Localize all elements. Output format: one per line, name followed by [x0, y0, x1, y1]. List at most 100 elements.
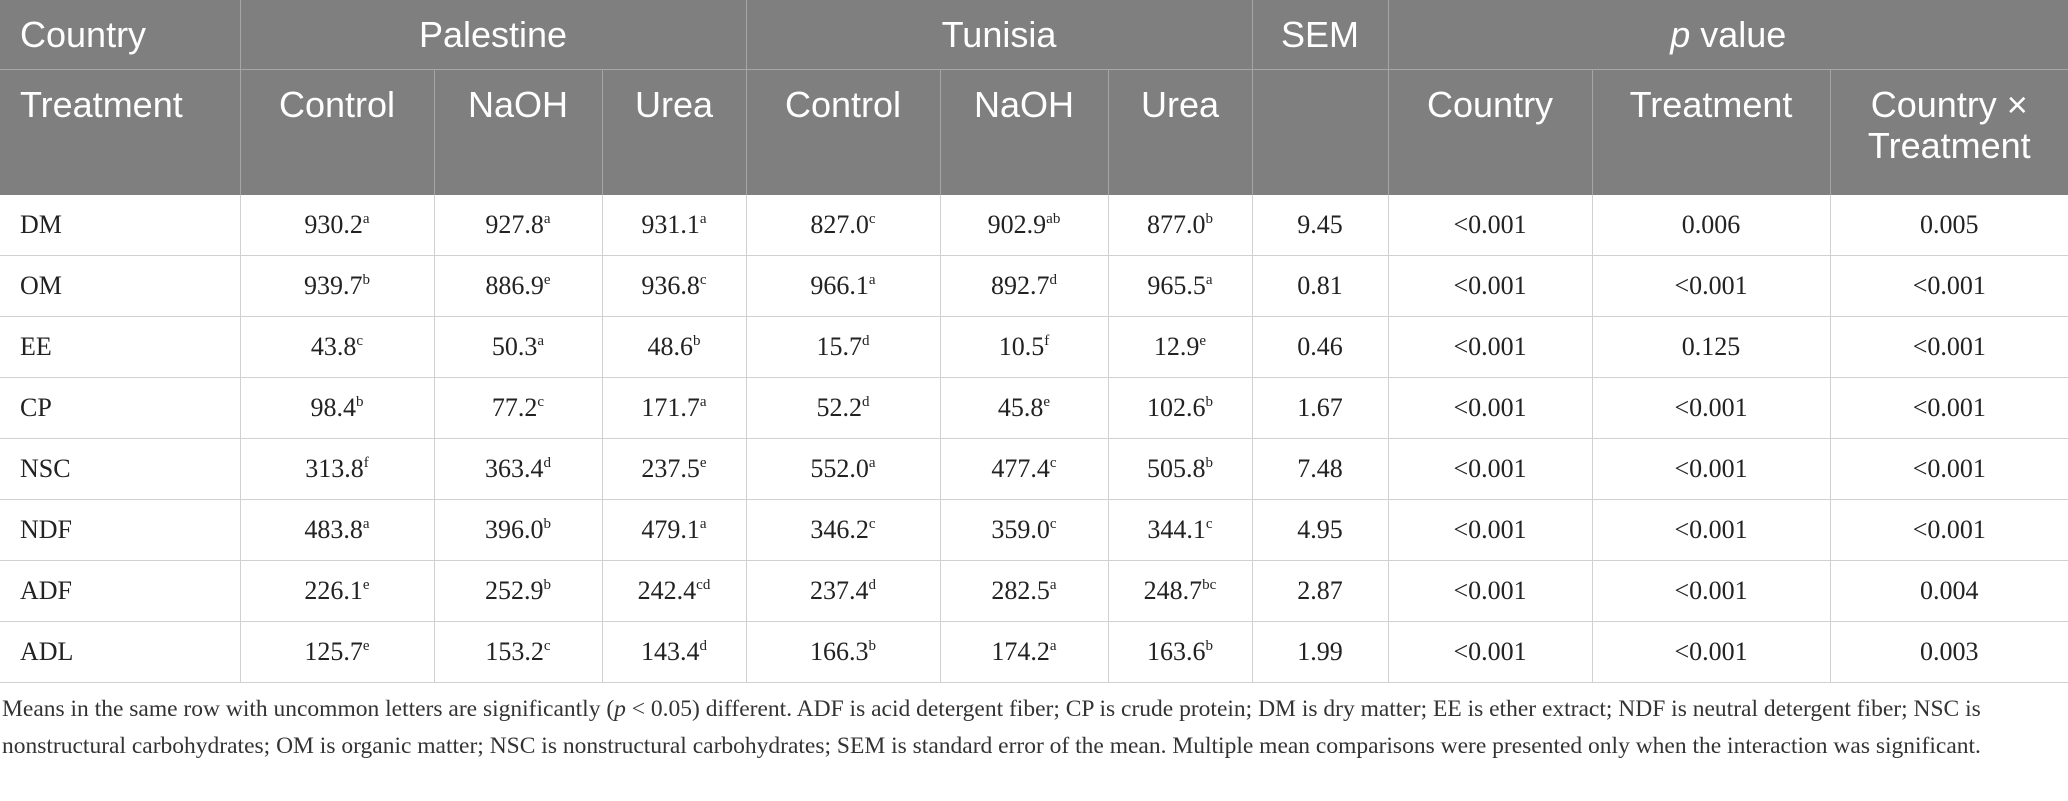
pvalue-cell: <0.001: [1388, 316, 1593, 378]
mean-cell: 966.1a: [746, 255, 941, 317]
significance-letter: bc: [1202, 577, 1217, 593]
significance-letter: a: [537, 333, 545, 349]
pvalue-cell: 0.006: [1592, 195, 1831, 256]
table-row: EE 43.8c 50.3a 48.6b 15.7d 10.5f 12.9e 0.46 <0.0…: [0, 316, 2068, 378]
mean-value: 477.4: [991, 454, 1050, 483]
pvalue-col-header: Country × Treatment: [1830, 69, 2068, 195]
mean-cell: 483.8a: [240, 499, 435, 561]
table-row: NSC 313.8f 363.4d 237.5e 552.0a 477.4c 505.8b 7…: [0, 438, 2068, 500]
mean-cell: 226.1e: [240, 560, 435, 622]
mean-cell: 877.0b: [1108, 195, 1253, 256]
mean-cell: 479.1a: [602, 499, 747, 561]
pvalue-cell: 0.005: [1830, 195, 2068, 256]
significance-letter: e: [362, 577, 370, 593]
sem-header: SEM: [1252, 0, 1389, 70]
significance-letter: b: [543, 516, 552, 532]
pvalue-cell: <0.001: [1830, 438, 2068, 500]
sem-cell: 4.95: [1252, 499, 1389, 561]
mean-value: 248.7: [1143, 576, 1203, 605]
significance-letter: a: [362, 516, 370, 532]
pvalue-cell: <0.001: [1592, 621, 1831, 683]
mean-value: 483.8: [304, 515, 363, 544]
row-label: EE: [0, 316, 241, 378]
mean-cell: 939.7b: [240, 255, 435, 317]
mean-cell: 552.0a: [746, 438, 941, 500]
mean-value: 77.2: [491, 393, 538, 422]
mean-value: 242.4: [637, 576, 697, 605]
mean-value: 886.9: [485, 271, 544, 300]
mean-value: 965.5: [1147, 271, 1206, 300]
significance-letter: a: [362, 211, 370, 227]
mean-cell: 252.9b: [434, 560, 603, 622]
treatment-col-header: Urea: [1108, 69, 1253, 195]
significance-letter: c: [543, 638, 551, 654]
significance-letter: a: [1049, 638, 1057, 654]
mean-cell: 363.4d: [434, 438, 603, 500]
mean-cell: 98.4b: [240, 377, 435, 439]
significance-letter: a: [868, 272, 876, 288]
composition-table: Country Palestine Tunisia SEM p value Tr…: [0, 0, 2068, 683]
table-header: Country Palestine Tunisia SEM p value Tr…: [0, 0, 2068, 195]
mean-value: 505.8: [1147, 454, 1206, 483]
mean-cell: 927.8a: [434, 195, 603, 256]
mean-cell: 10.5f: [940, 316, 1109, 378]
table-row: DM 930.2a 927.8a 931.1a 827.0c 902.9ab 877.0b 9…: [0, 195, 2068, 256]
sem-cell: 0.46: [1252, 316, 1389, 378]
mean-value: 346.2: [810, 515, 869, 544]
mean-value: 344.1: [1147, 515, 1206, 544]
sem-cell: 7.48: [1252, 438, 1389, 500]
mean-value: 10.5: [998, 332, 1045, 361]
significance-letter: e: [1199, 333, 1207, 349]
pvalue-cell: <0.001: [1388, 377, 1593, 439]
mean-value: 15.7: [816, 332, 863, 361]
mean-value: 252.9: [485, 576, 544, 605]
row-label: DM: [0, 195, 241, 256]
mean-cell: 45.8e: [940, 377, 1109, 439]
significance-letter: c: [1205, 516, 1213, 532]
mean-value: 877.0: [1147, 210, 1206, 239]
pvalue-cell: <0.001: [1830, 255, 2068, 317]
significance-letter: c: [868, 516, 876, 532]
significance-letter: b: [693, 333, 701, 349]
sem-cell: 0.81: [1252, 255, 1389, 317]
mean-cell: 166.3b: [746, 621, 941, 683]
significance-letter: a: [699, 394, 707, 410]
significance-letter: c: [868, 211, 876, 227]
mean-value: 363.4: [485, 454, 544, 483]
significance-letter: b: [1205, 394, 1214, 410]
mean-cell: 886.9e: [434, 255, 603, 317]
mean-value: 936.8: [641, 271, 700, 300]
significance-letter: e: [543, 272, 551, 288]
mean-value: 102.6: [1147, 393, 1206, 422]
mean-value: 52.2: [816, 393, 863, 422]
mean-cell: 902.9ab: [940, 195, 1109, 256]
treatment-col-header: Urea: [602, 69, 747, 195]
mean-cell: 892.7d: [940, 255, 1109, 317]
mean-cell: 15.7d: [746, 316, 941, 378]
pvalue-cell: <0.001: [1388, 438, 1593, 500]
pvalue-p: p: [1670, 13, 1691, 55]
mean-value: 902.9: [987, 210, 1047, 239]
sem-cell: 9.45: [1252, 195, 1389, 256]
mean-cell: 248.7bc: [1108, 560, 1253, 622]
significance-letter: a: [1049, 577, 1057, 593]
significance-letter: ab: [1046, 211, 1061, 227]
mean-cell: 344.1c: [1108, 499, 1253, 561]
pvalue-header: p value: [1388, 0, 2068, 70]
pvalue-rest: value: [1690, 13, 1787, 55]
mean-value: 552.0: [810, 454, 869, 483]
significance-letter: d: [868, 577, 877, 593]
pvalue-cell: <0.001: [1592, 255, 1831, 317]
pvalue-cell: <0.001: [1388, 195, 1593, 256]
mean-value: 282.5: [991, 576, 1050, 605]
mean-cell: 930.2a: [240, 195, 435, 256]
significance-letter: b: [362, 272, 371, 288]
mean-cell: 143.4d: [602, 621, 747, 683]
pvalue-col-header: Treatment: [1592, 69, 1831, 195]
significance-letter: c: [537, 394, 545, 410]
pvalue-cell: <0.001: [1592, 377, 1831, 439]
significance-letter: d: [1049, 272, 1058, 288]
mean-value: 931.1: [641, 210, 700, 239]
mean-cell: 52.2d: [746, 377, 941, 439]
mean-value: 98.4: [310, 393, 357, 422]
